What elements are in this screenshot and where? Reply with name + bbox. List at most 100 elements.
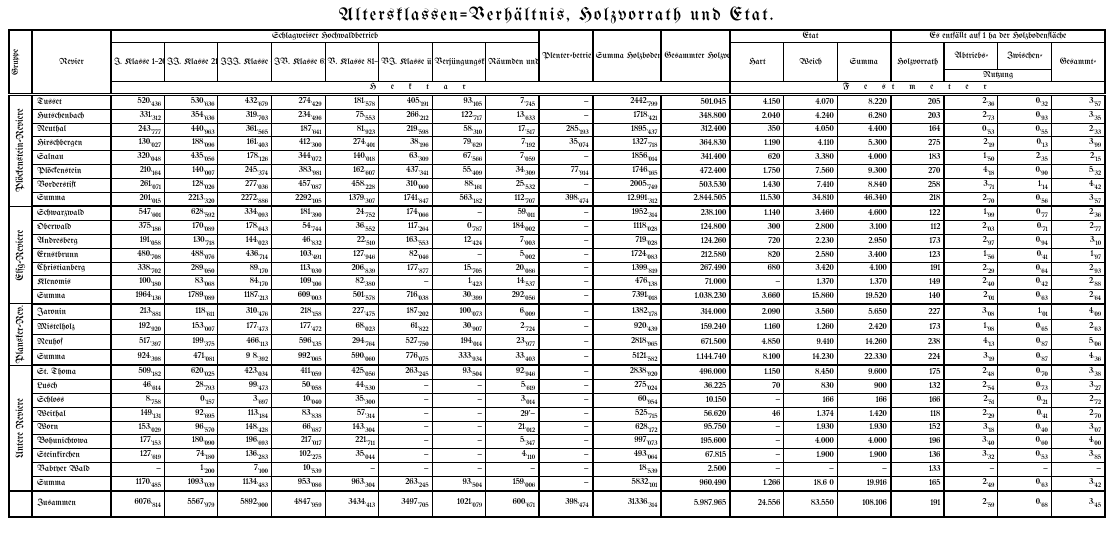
data-cell: 476'138 bbox=[593, 276, 662, 290]
data-cell: 10.150 bbox=[661, 393, 730, 407]
data-cell: 177'473 bbox=[218, 320, 272, 335]
data-cell: 1.750 bbox=[730, 164, 784, 178]
data-cell: — bbox=[730, 449, 784, 463]
summa-cell: 2.844.505 bbox=[661, 192, 730, 206]
data-cell: 310'476 bbox=[218, 304, 272, 320]
data-cell: 320'048 bbox=[111, 151, 165, 165]
data-cell: 0'94 bbox=[998, 234, 1052, 248]
data-cell: 8.450 bbox=[784, 365, 838, 379]
data-cell: 820 bbox=[730, 248, 784, 262]
data-cell: — bbox=[730, 435, 784, 449]
data-cell: 270 bbox=[891, 164, 945, 178]
data-cell: 0'41 bbox=[998, 248, 1052, 262]
col-weich: Weich bbox=[784, 43, 838, 82]
data-cell: 334'093 bbox=[218, 206, 272, 220]
data-cell: — bbox=[539, 449, 593, 463]
data-cell: 227'475 bbox=[325, 304, 379, 320]
data-cell: — bbox=[379, 407, 433, 421]
data-cell: 21'012 bbox=[486, 421, 540, 435]
data-cell: 4'13 bbox=[944, 335, 998, 350]
data-cell: 113'184 bbox=[218, 407, 272, 421]
data-cell: 36.225 bbox=[661, 380, 730, 394]
data-cell: 4.100 bbox=[837, 262, 891, 276]
data-cell: 440'963 bbox=[164, 123, 218, 137]
data-cell: 5'347 bbox=[486, 435, 540, 449]
data-cell: 1118'028 bbox=[593, 221, 662, 235]
data-cell: 2.420 bbox=[837, 320, 891, 335]
data-cell: 187'202 bbox=[379, 304, 433, 320]
summa-cell: 1789'089 bbox=[164, 290, 218, 304]
data-cell: 1.190 bbox=[730, 137, 784, 151]
data-cell: — bbox=[998, 462, 1052, 476]
data-cell: 1399'819 bbox=[593, 262, 662, 276]
summa-cell: 1964'136 bbox=[111, 290, 165, 304]
data-cell: 3.420 bbox=[784, 262, 838, 276]
summa-cell: 2'64 bbox=[1051, 290, 1105, 304]
data-cell: 15'705 bbox=[432, 262, 486, 276]
data-cell: 92'946 bbox=[486, 365, 540, 379]
data-cell: — bbox=[379, 393, 433, 407]
data-cell: 1.370 bbox=[784, 276, 838, 290]
data-cell: 2'15 bbox=[1051, 151, 1105, 165]
data-cell: — bbox=[539, 151, 593, 165]
data-cell: 0'787 bbox=[432, 221, 486, 235]
data-cell: — bbox=[539, 178, 593, 192]
data-cell: 0'87 bbox=[998, 335, 1052, 350]
data-cell: 3'99 bbox=[1051, 137, 1105, 151]
data-cell: 4.600 bbox=[837, 206, 891, 220]
data-cell: 191'058 bbox=[111, 234, 165, 248]
data-cell: 1'200 bbox=[164, 462, 218, 476]
data-cell: 435'056 bbox=[164, 151, 218, 165]
data-cell: 319'703 bbox=[218, 109, 272, 123]
data-cell: 0'70 bbox=[998, 365, 1052, 379]
data-cell: 4'18 bbox=[944, 164, 998, 178]
data-cell: 118 bbox=[891, 407, 945, 421]
data-cell: — bbox=[539, 206, 593, 220]
data-cell: 132 bbox=[891, 380, 945, 394]
data-cell: 191 bbox=[891, 262, 945, 276]
summa-cell: 224 bbox=[891, 350, 945, 366]
data-cell: 44'530 bbox=[325, 380, 379, 394]
data-cell: 1327'718 bbox=[593, 137, 662, 151]
data-cell: 30'907 bbox=[432, 320, 486, 335]
col-gesamt-holz: Gesammter Holzvorrath bbox=[661, 30, 730, 82]
data-cell: 1.374 bbox=[784, 407, 838, 421]
data-cell: — bbox=[730, 421, 784, 435]
data-cell: 46'614 bbox=[111, 380, 165, 394]
summa-cell: 1.266 bbox=[730, 476, 784, 490]
zusammen-cell: 3434'413 bbox=[325, 491, 379, 517]
summa-cell: 2272'886 bbox=[218, 192, 272, 206]
zusammen-cell: 31336'314 bbox=[593, 491, 662, 517]
data-cell: 213'881 bbox=[111, 304, 165, 320]
data-cell: 509'182 bbox=[111, 365, 165, 379]
data-cell: 3.100 bbox=[837, 221, 891, 235]
data-cell: 0'32 bbox=[998, 95, 1052, 110]
data-cell: 466'113 bbox=[218, 335, 272, 350]
data-cell: 178'126 bbox=[218, 151, 272, 165]
data-cell: 2.580 bbox=[784, 248, 838, 262]
summa-cell: 19.916 bbox=[837, 476, 891, 490]
summa-cell: — bbox=[539, 476, 593, 490]
revier-cell: Andresberg bbox=[32, 234, 111, 248]
data-cell: 2818'965 bbox=[593, 335, 662, 350]
data-cell: 525'715 bbox=[593, 407, 662, 421]
data-cell: — bbox=[379, 462, 433, 476]
zusammen-cell: 3497'705 bbox=[379, 491, 433, 517]
data-cell: 997'073 bbox=[593, 435, 662, 449]
data-cell: — bbox=[539, 380, 593, 394]
data-cell: — bbox=[539, 407, 593, 421]
data-cell: 102'275 bbox=[271, 449, 325, 463]
data-cell: 177'472 bbox=[271, 320, 325, 335]
data-cell: 2'54 bbox=[944, 380, 998, 394]
summa-cell: 471'081 bbox=[164, 350, 218, 366]
data-cell: 405'191 bbox=[379, 95, 433, 110]
data-cell: 3'08 bbox=[944, 304, 998, 320]
data-cell: 338'702 bbox=[111, 262, 165, 276]
data-cell: — bbox=[539, 320, 593, 335]
summa-label: Summa bbox=[32, 290, 111, 304]
summa-label: Summa bbox=[32, 192, 111, 206]
data-cell: — bbox=[432, 421, 486, 435]
data-cell: 680 bbox=[730, 262, 784, 276]
zusammen-cell: 24.556 bbox=[730, 491, 784, 517]
data-cell: 2838'920 bbox=[593, 365, 662, 379]
